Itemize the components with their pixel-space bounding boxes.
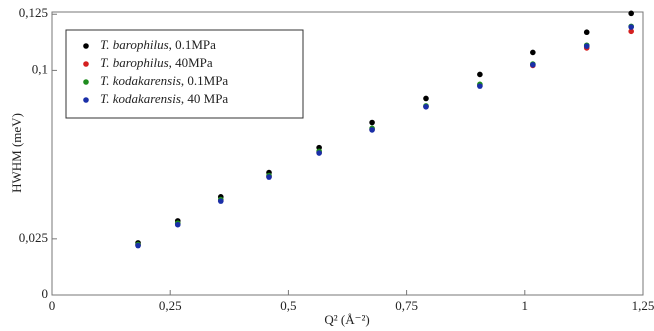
legend-label: T. kodakarensis, 0.1MPa (100, 73, 228, 88)
data-point (477, 83, 483, 89)
data-point (423, 103, 429, 110)
data-point (369, 127, 375, 133)
plot-frame (51, 11, 644, 296)
data-point (217, 198, 224, 204)
data-point (628, 24, 634, 30)
legend-box (65, 29, 304, 119)
data-point (477, 71, 483, 78)
x-tick-label: 0 (49, 298, 56, 313)
x-tick-label: 0,25 (159, 298, 182, 313)
data-point (369, 119, 375, 126)
legend-label: T. barophilus, 0.1MPa (100, 37, 216, 52)
data-point (266, 174, 272, 180)
x-axis-label: Q² (Å⁻²) (324, 312, 369, 327)
x-tick-label: 1,25 (632, 298, 654, 313)
x-tick-label: 1 (522, 298, 529, 313)
y-tick-label: 0,125 (19, 5, 48, 20)
data-point (583, 43, 590, 49)
data-point (628, 10, 634, 17)
data-point (316, 150, 322, 156)
x-tick-label: 0,5 (280, 298, 296, 313)
x-tick-label: 0,75 (395, 298, 418, 313)
legend-marker (83, 43, 89, 49)
data-point (583, 29, 590, 36)
legend-label: T. barophilus, 40MPa (100, 55, 213, 70)
y-tick-label: 0 (42, 286, 49, 301)
legend-marker (83, 97, 89, 103)
y-tick-label: 0,1 (32, 61, 48, 76)
legend-label: T. kodakarensis, 40 MPa (100, 91, 228, 106)
legend-marker (83, 79, 89, 85)
y-axis-label: HWHM (meV) (9, 113, 24, 193)
data-point (423, 95, 429, 102)
data-point (628, 28, 634, 35)
data-point (530, 49, 536, 56)
data-point (530, 61, 536, 68)
legend-marker (83, 61, 89, 67)
y-tick-label: 0,025 (19, 230, 48, 245)
data-point (174, 221, 181, 228)
data-point (135, 242, 141, 249)
